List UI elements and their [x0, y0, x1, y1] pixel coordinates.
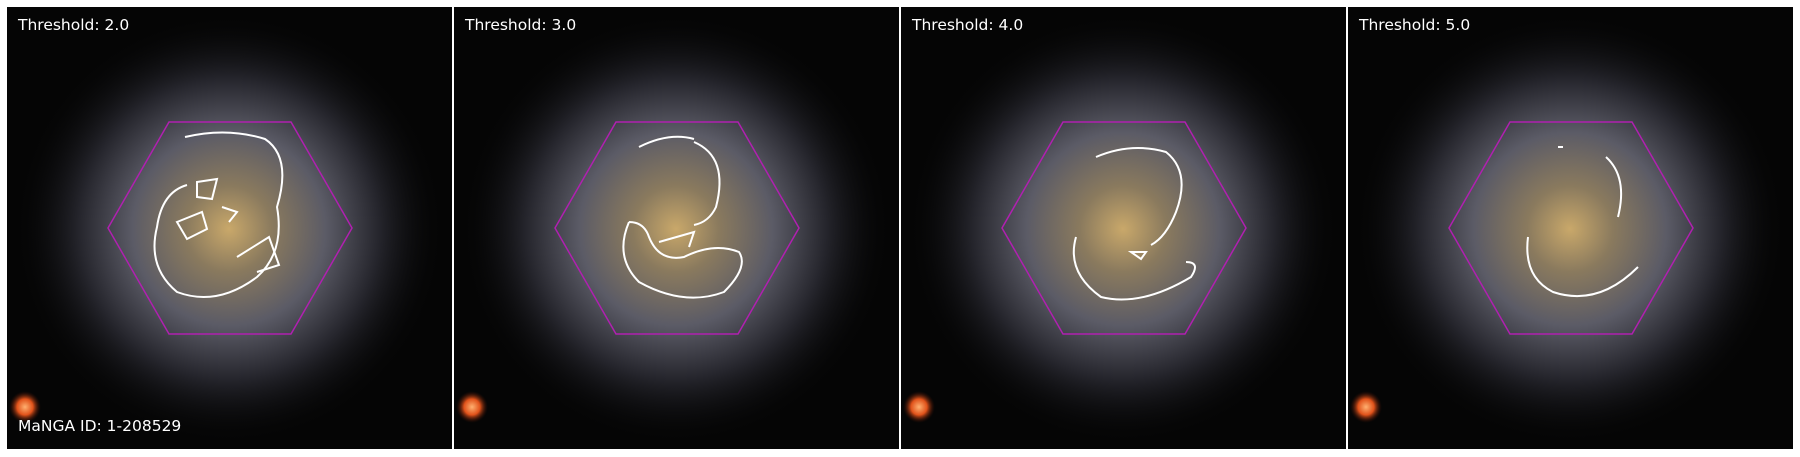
panel-threshold-label: Threshold: 3.0	[465, 16, 577, 34]
galaxy-image	[901, 7, 1346, 449]
panel-threshold-label: Threshold: 4.0	[912, 16, 1024, 34]
contour-lines	[622, 135, 743, 299]
panel-threshold-label: Threshold: 2.0	[18, 16, 130, 34]
foreground-star	[456, 391, 488, 423]
contour-lines	[1526, 146, 1639, 298]
galaxy-image	[1348, 7, 1793, 449]
image-panel-threshold-2: Threshold: 2.0 MaNGA ID: 1-208529	[7, 7, 452, 449]
contour-lines	[153, 131, 284, 298]
galaxy-image	[454, 7, 899, 449]
ifu-hexagon	[1448, 121, 1694, 335]
galaxy-image	[7, 7, 452, 449]
ifu-hexagon	[1001, 121, 1247, 335]
image-panel-threshold-4: Threshold: 4.0	[901, 7, 1346, 449]
ifu-hexagon	[554, 121, 800, 335]
image-panel-threshold-5: Threshold: 5.0	[1348, 7, 1793, 449]
foreground-star	[1350, 391, 1382, 423]
galaxy-glow	[1355, 14, 1785, 444]
panel-threshold-label: Threshold: 5.0	[1359, 16, 1471, 34]
galaxy-glow	[14, 14, 444, 444]
image-panel-threshold-3: Threshold: 3.0	[454, 7, 899, 449]
galaxy-glow	[461, 14, 891, 444]
foreground-star	[9, 391, 41, 423]
ifu-hexagon	[107, 121, 353, 335]
manga-id-label: MaNGA ID: 1-208529	[18, 417, 182, 435]
contour-lines	[1072, 147, 1196, 301]
galaxy-glow	[908, 14, 1338, 444]
foreground-star	[903, 391, 935, 423]
